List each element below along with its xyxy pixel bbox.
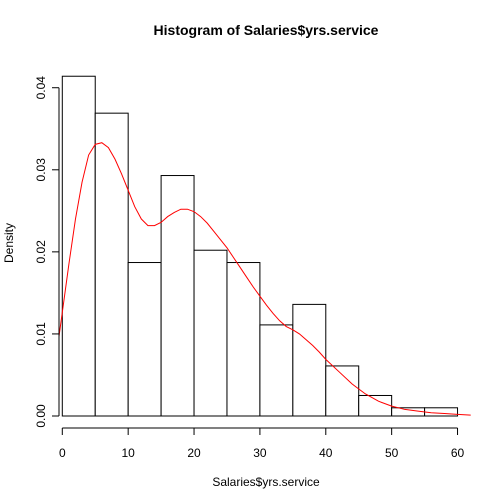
bars-group [61,75,459,417]
x-tick-label: 50 [385,446,399,460]
y-axis: 0.00 0.01 0.02 0.03 0.04 [34,76,60,428]
x-tick-label: 40 [319,446,333,460]
y-tick-label: 0.01 [34,322,48,346]
x-tick-label: 30 [253,446,267,460]
y-tick-label: 0.02 [34,240,48,264]
histogram-bar-5 [226,262,261,417]
chart-title: Histogram of Salaries$yrs.service [154,22,379,38]
histogram-bar-6 [259,324,294,417]
x-tick-label: 0 [59,446,66,460]
histogram-bar-4 [193,249,228,417]
x-axis-label: Salaries$yrs.service [212,475,320,489]
x-tick-label: 60 [451,446,465,460]
histogram-bar-9 [358,394,393,417]
histogram-bar-11 [424,407,459,417]
histogram-bar-7 [292,303,327,417]
histogram-bar-3 [160,175,195,417]
y-axis-label: Density [2,223,16,263]
histogram-bar-1 [94,112,129,417]
y-tick-label: 0.03 [34,158,48,182]
histogram-bar-0 [61,75,96,417]
histogram-bar-2 [127,262,162,417]
histogram-bar-8 [325,365,360,417]
density-curve [58,142,471,416]
y-tick-label: 0.00 [34,404,48,428]
x-tick-label: 10 [121,446,135,460]
x-tick-label: 20 [187,446,201,460]
x-axis: 0 10 20 30 40 50 60 [59,427,465,460]
histogram-bar-10 [391,407,426,417]
y-tick-label: 0.04 [34,76,48,100]
